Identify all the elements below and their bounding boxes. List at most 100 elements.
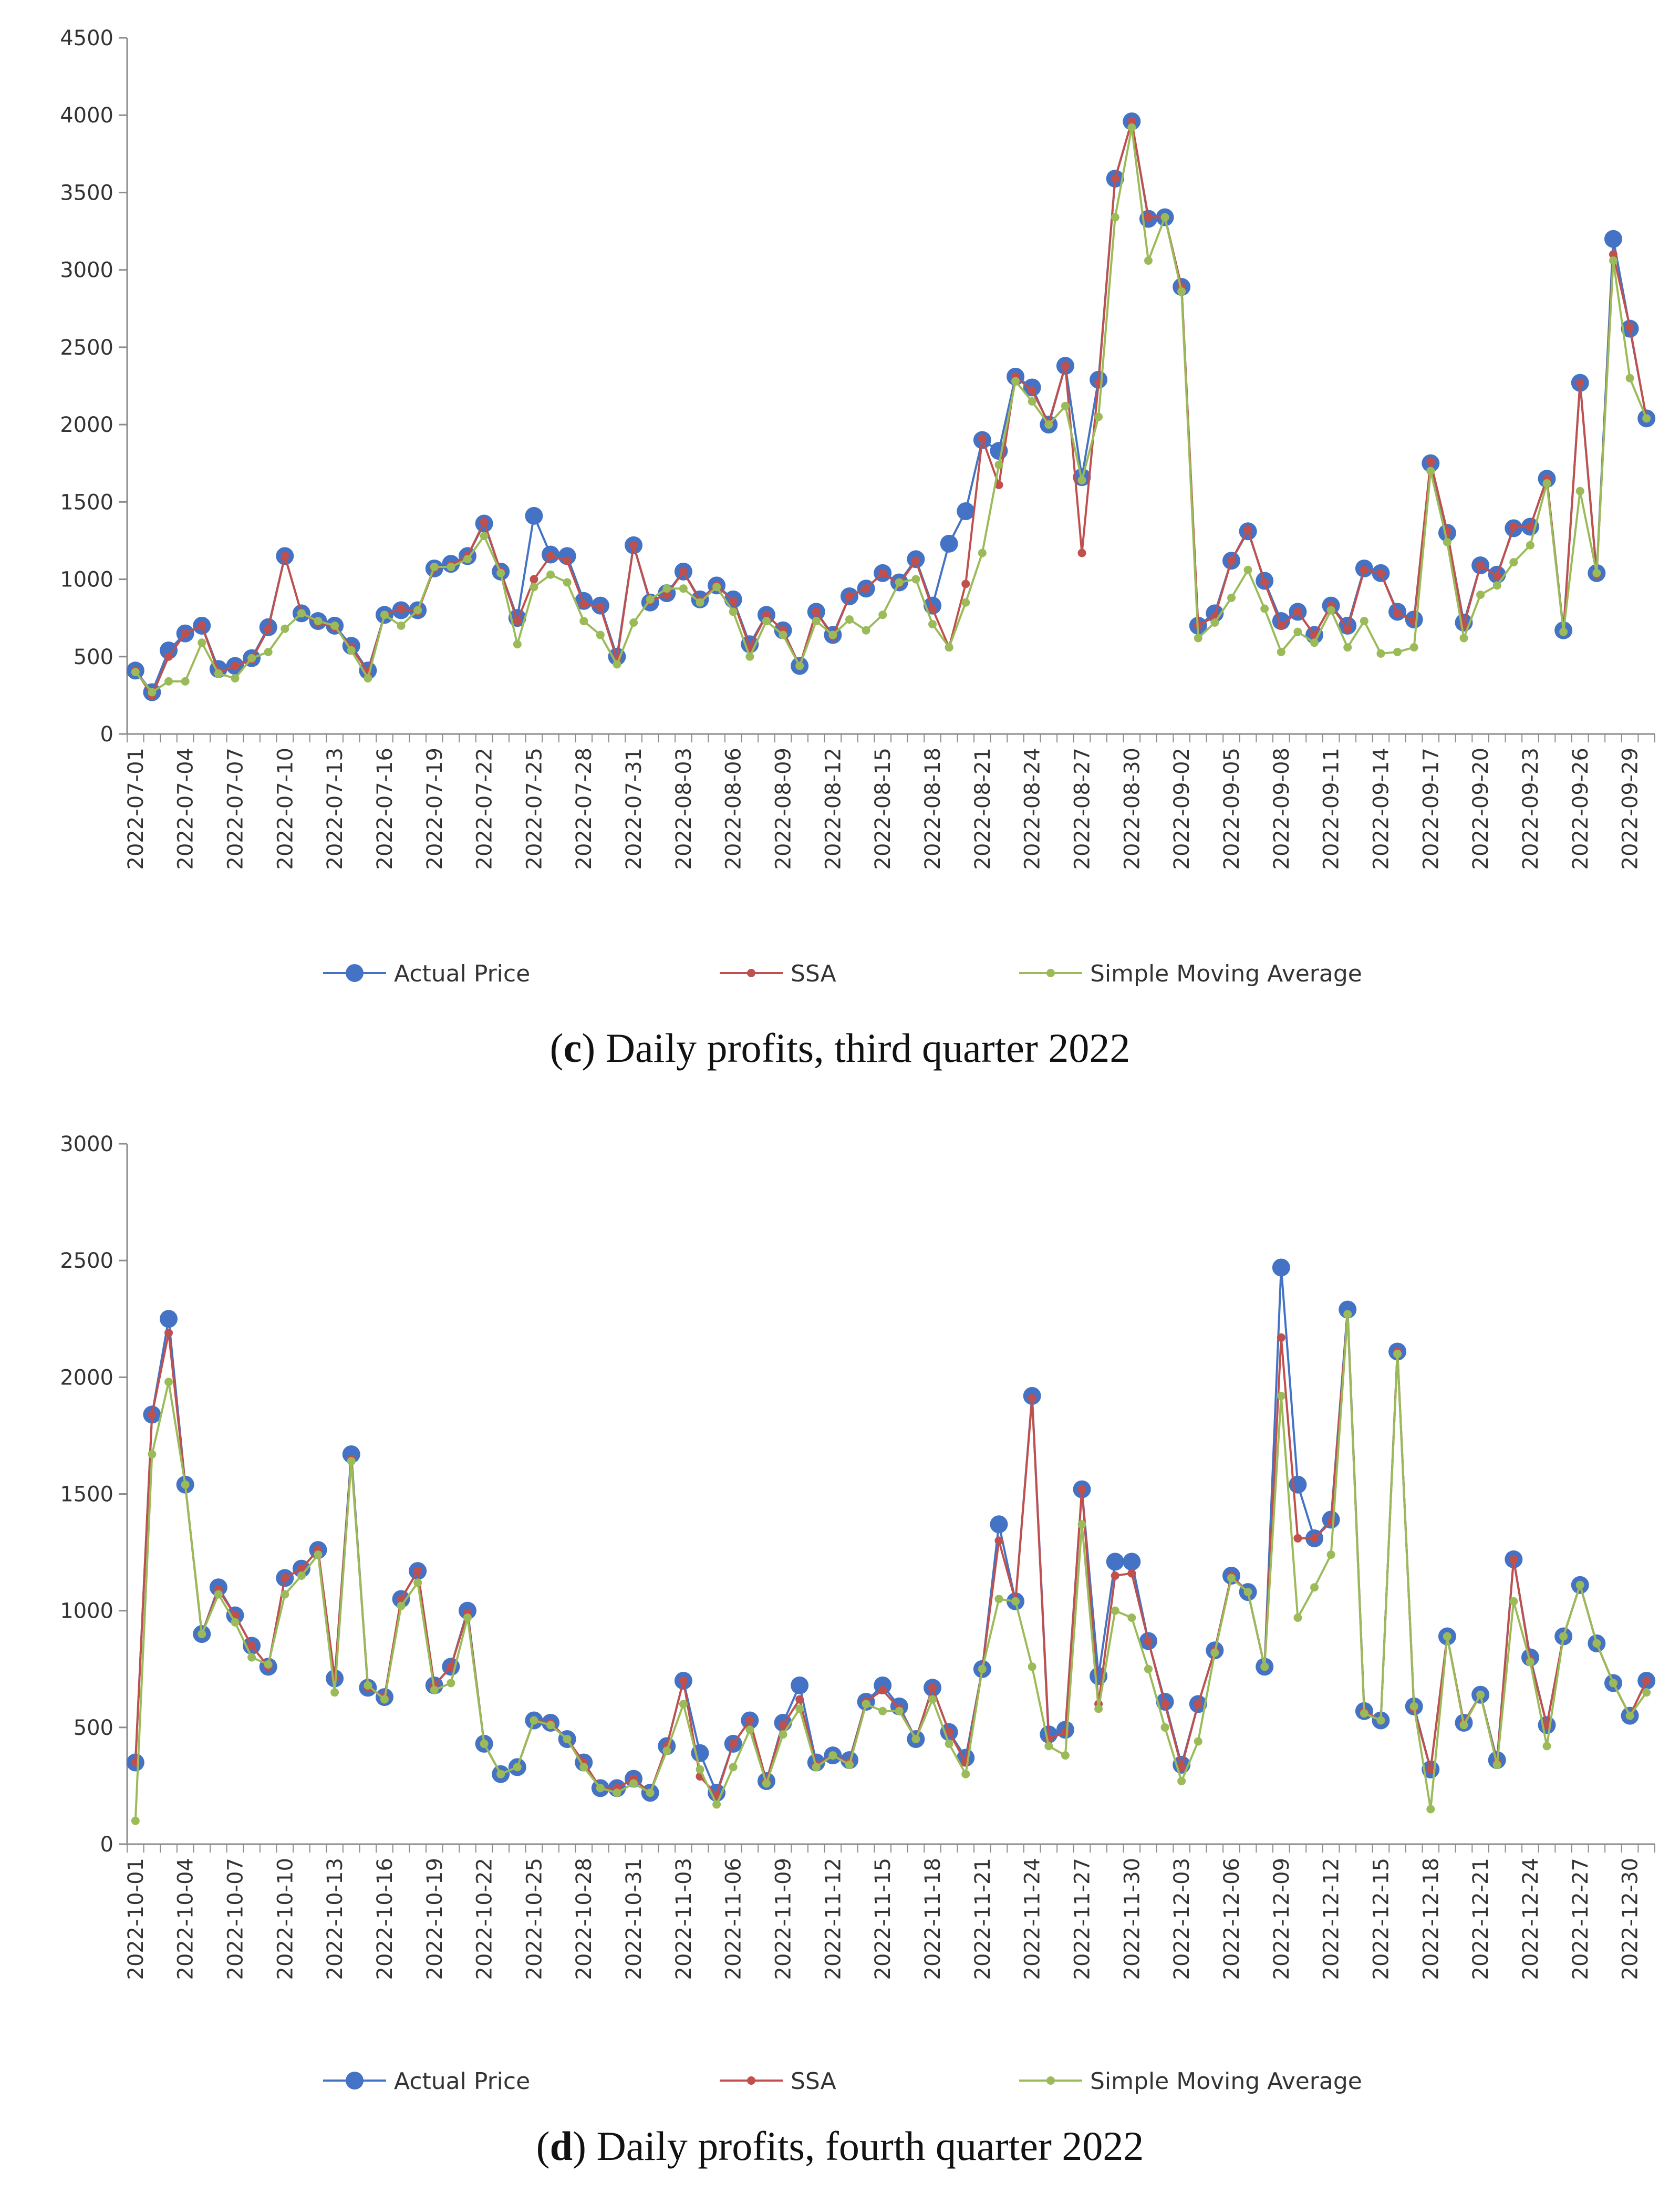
- y-tick-label: 1500: [60, 1483, 113, 1507]
- data-point-ssa: SSA 2022-12-04: 600: [1194, 1700, 1202, 1709]
- chart-third-quarter: 0 500 1000 1500 2000 2500 3000 3500 4000 4500 2022…: [0, 0, 1680, 1093]
- data-point-sma: Simple Moving Average 2022-11-08: 260: [762, 1779, 771, 1788]
- data-point-ssa: SSA 2022-07-09: 680: [264, 624, 273, 633]
- data-point-sma: Simple Moving Average 2022-12-27: 1110: [1575, 1580, 1584, 1589]
- data-point-sma: Simple Moving Average 2022-07-30: 450: [613, 660, 621, 669]
- data-point-ssa: SSA 2022-10-17: 1050: [397, 1595, 406, 1604]
- legend-marker-ssa: [747, 2076, 755, 2085]
- y-tick-label: 4500: [60, 26, 113, 50]
- data-point-sma: Simple Moving Average 2022-12-06: 1140: [1227, 1574, 1236, 1582]
- x-tick-label: 2022-08-30: [1120, 748, 1144, 870]
- data-point-actual: Actual Price 2022-07-03: 540: [160, 642, 178, 659]
- data-point-sma: Simple Moving Average 2022-11-07: 490: [745, 1725, 754, 1734]
- data-point-ssa: SSA 2022-09-20: 1090: [1476, 561, 1485, 570]
- data-point-sma: Simple Moving Average 2022-08-05: 950: [712, 583, 721, 592]
- data-point-sma: Simple Moving Average 2022-12-05: 820: [1210, 1648, 1219, 1657]
- data-point-sma: Simple Moving Average 2022-09-03: 620: [1194, 634, 1202, 643]
- x-tick-label: 2022-12-03: [1170, 1858, 1194, 1980]
- y-tick-label: 3500: [60, 181, 113, 205]
- data-point-sma: Simple Moving Average 2022-08-17: 1000: [911, 575, 920, 584]
- data-point-sma: Simple Moving Average 2022-09-21: 960: [1492, 581, 1501, 590]
- x-tick-label: 2022-11-27: [1071, 1858, 1095, 1980]
- data-point-sma: Simple Moving Average 2022-07-05: 590: [198, 638, 206, 647]
- series-line-actual: [134, 1266, 1648, 1794]
- data-point-ssa: SSA 2022-08-11: 790: [812, 607, 821, 616]
- x-tick-label: 2022-07-25: [522, 748, 546, 870]
- data-point-sma: Simple Moving Average 2022-07-25: 950: [530, 583, 538, 592]
- data-point-sma: Simple Moving Average 2022-07-27: 980: [563, 578, 572, 587]
- x-tick-label: 2022-10-25: [522, 1858, 546, 1980]
- data-point-sma: Simple Moving Average 2022-09-15: 530: [1393, 647, 1402, 656]
- x-tick-label: 2022-08-21: [971, 748, 995, 870]
- x-tick-label: 2022-12-24: [1519, 1858, 1543, 1980]
- data-point-sma: Simple Moving Average 2022-11-17: 450: [911, 1735, 920, 1744]
- data-point-sma: Simple Moving Average 2022-12-25: 420: [1542, 1742, 1551, 1751]
- data-point-sma: Simple Moving Average 2022-12-22: 340: [1492, 1760, 1501, 1769]
- data-point-sma: Simple Moving Average 2022-07-09: 530: [264, 647, 273, 656]
- data-point-ssa: SSA 2022-12-10: 1310: [1293, 1534, 1302, 1543]
- data-point-sma: Simple Moving Average 2022-10-11: 1150: [297, 1571, 306, 1580]
- legend-label-sma: Simple Moving Average: [1090, 2068, 1362, 2095]
- legend-marker-actual: [346, 964, 364, 982]
- data-point-ssa: SSA 2022-12-03: 330: [1177, 1763, 1186, 1772]
- x-tick-label: 2022-07-22: [473, 748, 497, 870]
- x-tick-label: 2022-08-24: [1021, 748, 1045, 870]
- data-point-sma: Simple Moving Average 2022-11-10: 580: [795, 1704, 804, 1713]
- data-point-ssa: SSA 2022-07-04: 650: [181, 629, 190, 638]
- data-point-ssa: SSA 2022-12-02: 600: [1160, 1700, 1169, 1709]
- data-point-ssa: SSA 2022-10-03: 2190: [164, 1328, 173, 1337]
- data-point-sma: Simple Moving Average 2022-12-15: 530: [1376, 1716, 1385, 1725]
- data-point-sma: Simple Moving Average 2022-08-24: 2150: [1028, 397, 1036, 406]
- x-tick-label: 2022-08-27: [1071, 748, 1095, 870]
- data-point-sma: Simple Moving Average 2022-08-03: 940: [679, 584, 688, 593]
- data-point-sma: Simple Moving Average 2022-07-02: 270: [148, 688, 157, 697]
- x-tick-label: 2022-11-12: [821, 1858, 845, 1980]
- data-point-ssa: SSA 2022-07-17: 810: [397, 604, 406, 613]
- data-point-sma: Simple Moving Average 2022-09-09: 660: [1293, 627, 1302, 636]
- x-tick-label: 2022-11-21: [971, 1858, 995, 1980]
- data-point-sma: Simple Moving Average 2022-11-16: 570: [895, 1706, 904, 1715]
- legend: Actual Price SSA Simple Moving Average: [323, 2068, 1362, 2095]
- x-tick-label: 2022-08-15: [871, 748, 895, 870]
- data-point-ssa: SSA 2022-12-01: 870: [1144, 1637, 1153, 1646]
- data-point-sma: Simple Moving Average 2022-09-06: 1060: [1243, 565, 1252, 574]
- data-point-sma: Simple Moving Average 2022-11-21: 750: [978, 1664, 987, 1673]
- data-point-sma: Simple Moving Average 2022-11-18: 620: [928, 1695, 937, 1704]
- data-point-ssa: SSA 2022-08-27: 1170: [1077, 549, 1086, 557]
- data-point-ssa: SSA 2022-09-09: 790: [1293, 607, 1302, 616]
- x-tick-label: 2022-09-14: [1369, 748, 1393, 870]
- series-sma: Simple Moving Average 2022-07-01: 400 Sim…: [131, 123, 1651, 697]
- data-point-sma: Simple Moving Average 2022-09-02: 2860: [1177, 287, 1186, 296]
- data-point-sma: Simple Moving Average 2022-11-25: 420: [1044, 1742, 1053, 1751]
- x-tick-label: 2022-12-18: [1419, 1858, 1443, 1980]
- x-tick-label: 2022-09-08: [1270, 748, 1294, 870]
- y-tick-label: 3000: [60, 1132, 113, 1156]
- data-point-sma: Simple Moving Average 2022-08-02: 940: [662, 584, 671, 593]
- data-point-ssa: SSA 2022-10-10: 1140: [281, 1574, 289, 1582]
- data-point-ssa: SSA 2022-09-28: 3100: [1609, 250, 1617, 259]
- data-point-sma: Simple Moving Average 2022-10-21: 970: [463, 1613, 472, 1622]
- x-tick-label: 2022-08-03: [672, 748, 696, 870]
- legend-label-sma: Simple Moving Average: [1090, 960, 1362, 987]
- data-point-actual: Actual Price 2022-12-13: 2290: [1339, 1300, 1357, 1319]
- series-line-ssa: [134, 1313, 1648, 1796]
- data-point-sma: Simple Moving Average 2022-08-06: 790: [729, 607, 738, 616]
- x-tick-label: 2022-09-11: [1320, 748, 1344, 870]
- data-point-sma: Simple Moving Average 2022-07-08: 490: [247, 654, 256, 663]
- data-point-sma: Simple Moving Average 2022-09-19: 620: [1459, 634, 1468, 643]
- y-tick-label: 2500: [60, 336, 113, 360]
- data-point-ssa: SSA 2022-08-13: 890: [845, 592, 854, 601]
- data-point-ssa: SSA 2022-07-24: 730: [513, 617, 522, 626]
- data-point-sma: Simple Moving Average 2022-09-20: 900: [1476, 591, 1485, 599]
- data-point-sma: Simple Moving Average 2022-10-19: 660: [430, 1685, 439, 1694]
- data-point-sma: Simple Moving Average 2022-08-11: 730: [812, 617, 821, 626]
- data-point-ssa: SSA 2022-09-17: 1760: [1426, 457, 1435, 466]
- data-point-sma: Simple Moving Average 2022-10-29: 240: [596, 1784, 605, 1793]
- data-point-sma: Simple Moving Average 2022-08-27: 1640: [1077, 476, 1086, 485]
- data-point-sma: Simple Moving Average 2022-12-02: 500: [1160, 1723, 1169, 1732]
- x-tick-label: 2022-12-15: [1369, 1858, 1393, 1980]
